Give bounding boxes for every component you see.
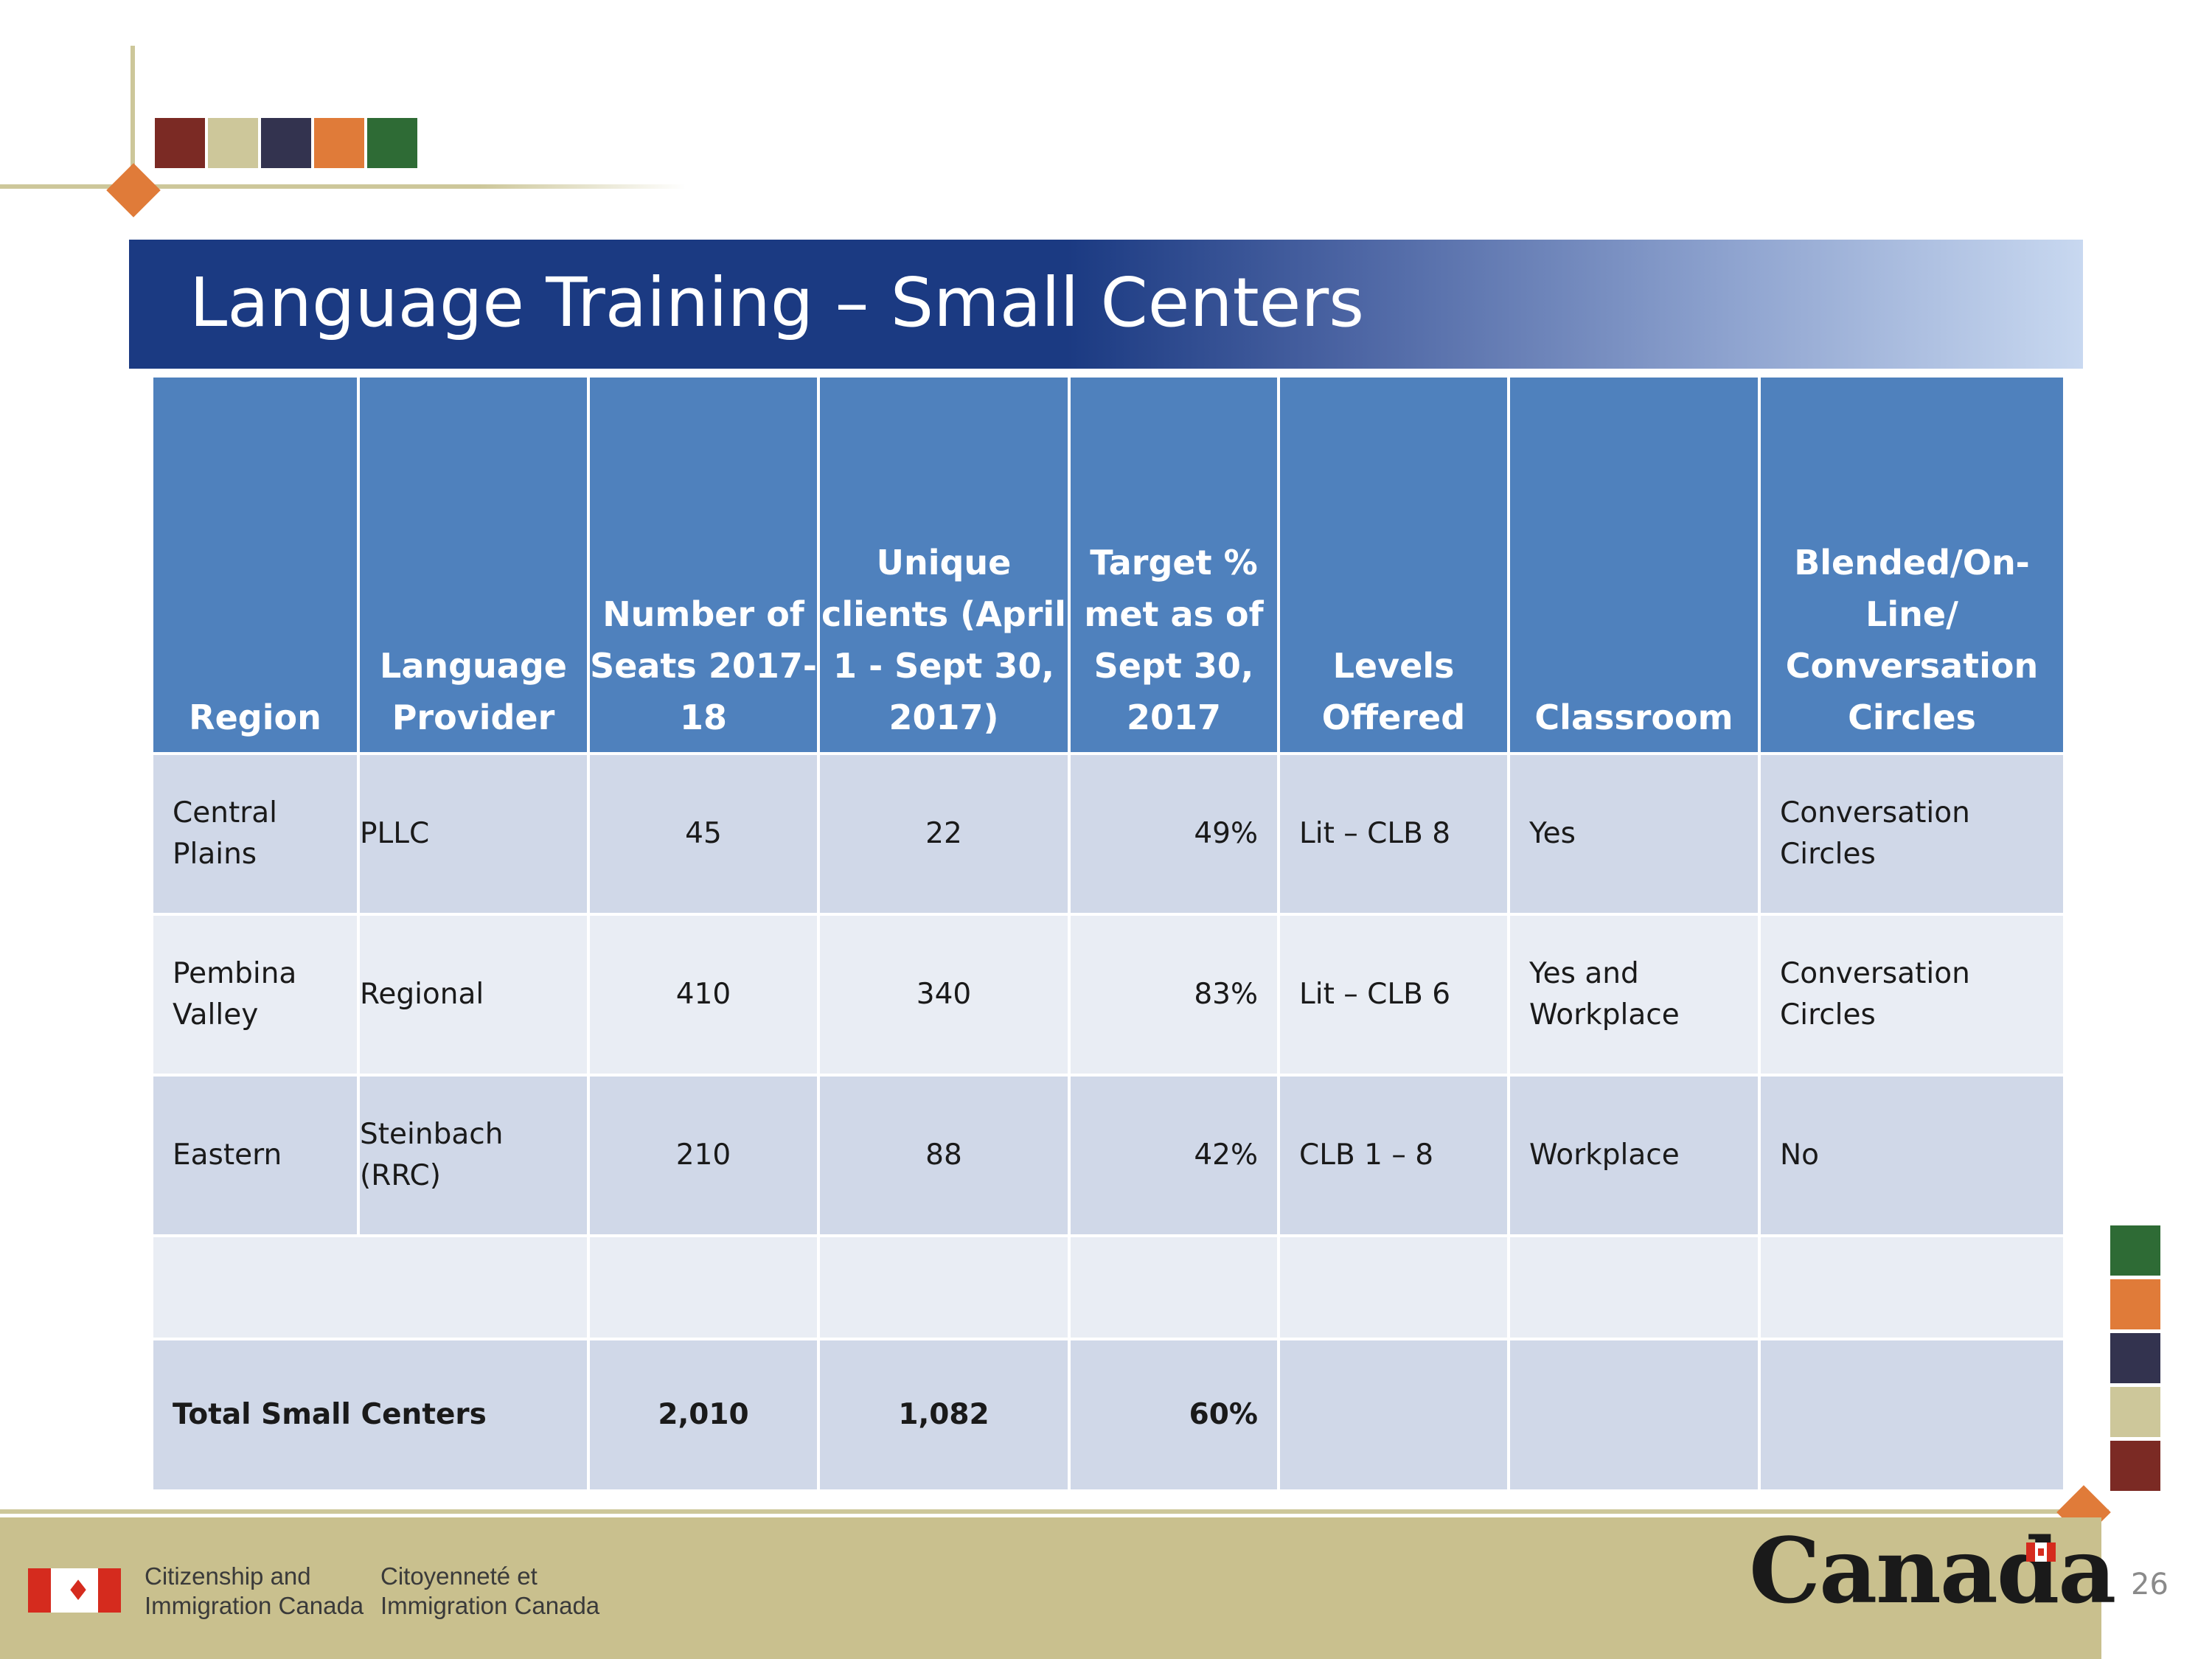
swatch-navy-right xyxy=(2110,1333,2160,1383)
empty-cell xyxy=(1507,1338,1761,1492)
cell-levels: CLB 1 – 8 xyxy=(1277,1074,1510,1237)
agency-name-french: Citoyenneté et Immigration Canada xyxy=(380,1562,600,1619)
page-title: Language Training – Small Centers xyxy=(189,263,1365,342)
footer-band xyxy=(0,1517,2101,1659)
cell-clients: 22 xyxy=(817,752,1071,916)
total-seats: 2,010 xyxy=(587,1338,820,1492)
cell-classroom: Yes and Workplace xyxy=(1507,913,1761,1077)
swatch-green-right xyxy=(2110,1225,2160,1276)
title-band: Language Training – Small Centers xyxy=(129,240,2083,369)
empty-cell xyxy=(1068,1234,1280,1340)
cell-provider: PLLC xyxy=(357,752,590,916)
empty-cell xyxy=(1758,1338,2066,1492)
cell-provider: Regional xyxy=(357,913,590,1077)
header-region: Region xyxy=(150,375,360,755)
footer-top-line xyxy=(0,1509,2109,1514)
canada-wordmark-flag-icon xyxy=(2026,1543,2056,1562)
cell-target: 42% xyxy=(1068,1074,1280,1237)
frame-horizontal-line xyxy=(0,184,686,189)
cell-seats: 410 xyxy=(587,913,820,1077)
swatch-beige-right xyxy=(2110,1387,2160,1437)
orange-diamond-icon xyxy=(106,163,161,218)
cell-clients: 340 xyxy=(817,913,1071,1077)
small-centers-table: Region Language Provider Number of Seats… xyxy=(150,375,2066,1492)
swatch-beige xyxy=(208,118,258,168)
table-row-empty xyxy=(150,1234,2066,1340)
swatch-green xyxy=(367,118,417,168)
swatch-red-right xyxy=(2110,1441,2160,1491)
empty-cell xyxy=(150,1234,590,1340)
header-seats: Number of Seats 2017-18 xyxy=(587,375,820,755)
total-clients: 1,082 xyxy=(817,1338,1071,1492)
swatch-orange xyxy=(314,118,364,168)
header-target: Target % met as of Sept 30, 2017 xyxy=(1068,375,1280,755)
swatch-orange-right xyxy=(2110,1279,2160,1329)
empty-cell xyxy=(817,1234,1071,1340)
table-total-row: Total Small Centers 2,010 1,082 60% xyxy=(150,1338,2066,1492)
empty-cell xyxy=(1758,1234,2066,1340)
header-clients: Unique clients (April 1 - Sept 30, 2017) xyxy=(817,375,1071,755)
frame-vertical-line xyxy=(131,46,135,201)
cell-blended: Conversation Circles xyxy=(1758,752,2066,916)
cell-region: Eastern xyxy=(150,1074,360,1237)
empty-cell xyxy=(1507,1234,1761,1340)
cell-blended: Conversation Circles xyxy=(1758,913,2066,1077)
canada-wordmark: Canada xyxy=(1749,1517,2116,1624)
cell-classroom: Yes xyxy=(1507,752,1761,916)
canada-flag-icon: ♦ xyxy=(28,1568,121,1613)
table-row: Pembina Valley Regional 410 340 83% Lit … xyxy=(150,913,2066,1077)
cell-region: Pembina Valley xyxy=(150,913,360,1077)
header-blended: Blended/On-Line/ Conversation Circles xyxy=(1758,375,2066,755)
swatch-red xyxy=(155,118,205,168)
cell-target: 49% xyxy=(1068,752,1280,916)
table-row: Central Plains PLLC 45 22 49% Lit – CLB … xyxy=(150,752,2066,916)
swatch-navy xyxy=(261,118,311,168)
cell-provider: Steinbach (RRC) xyxy=(357,1074,590,1237)
cell-levels: Lit – CLB 8 xyxy=(1277,752,1510,916)
cell-region: Central Plains xyxy=(150,752,360,916)
page-number: 26 xyxy=(2131,1568,2168,1601)
header-levels: Levels Offered xyxy=(1277,375,1510,755)
header-provider: Language Provider xyxy=(357,375,590,755)
total-label: Total Small Centers xyxy=(150,1338,590,1492)
cell-classroom: Workplace xyxy=(1507,1074,1761,1237)
cell-clients: 88 xyxy=(817,1074,1071,1237)
cell-levels: Lit – CLB 6 xyxy=(1277,913,1510,1077)
empty-cell xyxy=(587,1234,820,1340)
cell-seats: 45 xyxy=(587,752,820,916)
table-row: Eastern Steinbach (RRC) 210 88 42% CLB 1… xyxy=(150,1074,2066,1237)
cell-blended: No xyxy=(1758,1074,2066,1237)
table-header-row: Region Language Provider Number of Seats… xyxy=(150,375,2066,755)
header-classroom: Classroom xyxy=(1507,375,1761,755)
cell-target: 83% xyxy=(1068,913,1280,1077)
total-target: 60% xyxy=(1068,1338,1280,1492)
empty-cell xyxy=(1277,1234,1510,1340)
cell-seats: 210 xyxy=(587,1074,820,1237)
agency-name-english: Citizenship and Immigration Canada xyxy=(145,1562,364,1619)
empty-cell xyxy=(1277,1338,1510,1492)
